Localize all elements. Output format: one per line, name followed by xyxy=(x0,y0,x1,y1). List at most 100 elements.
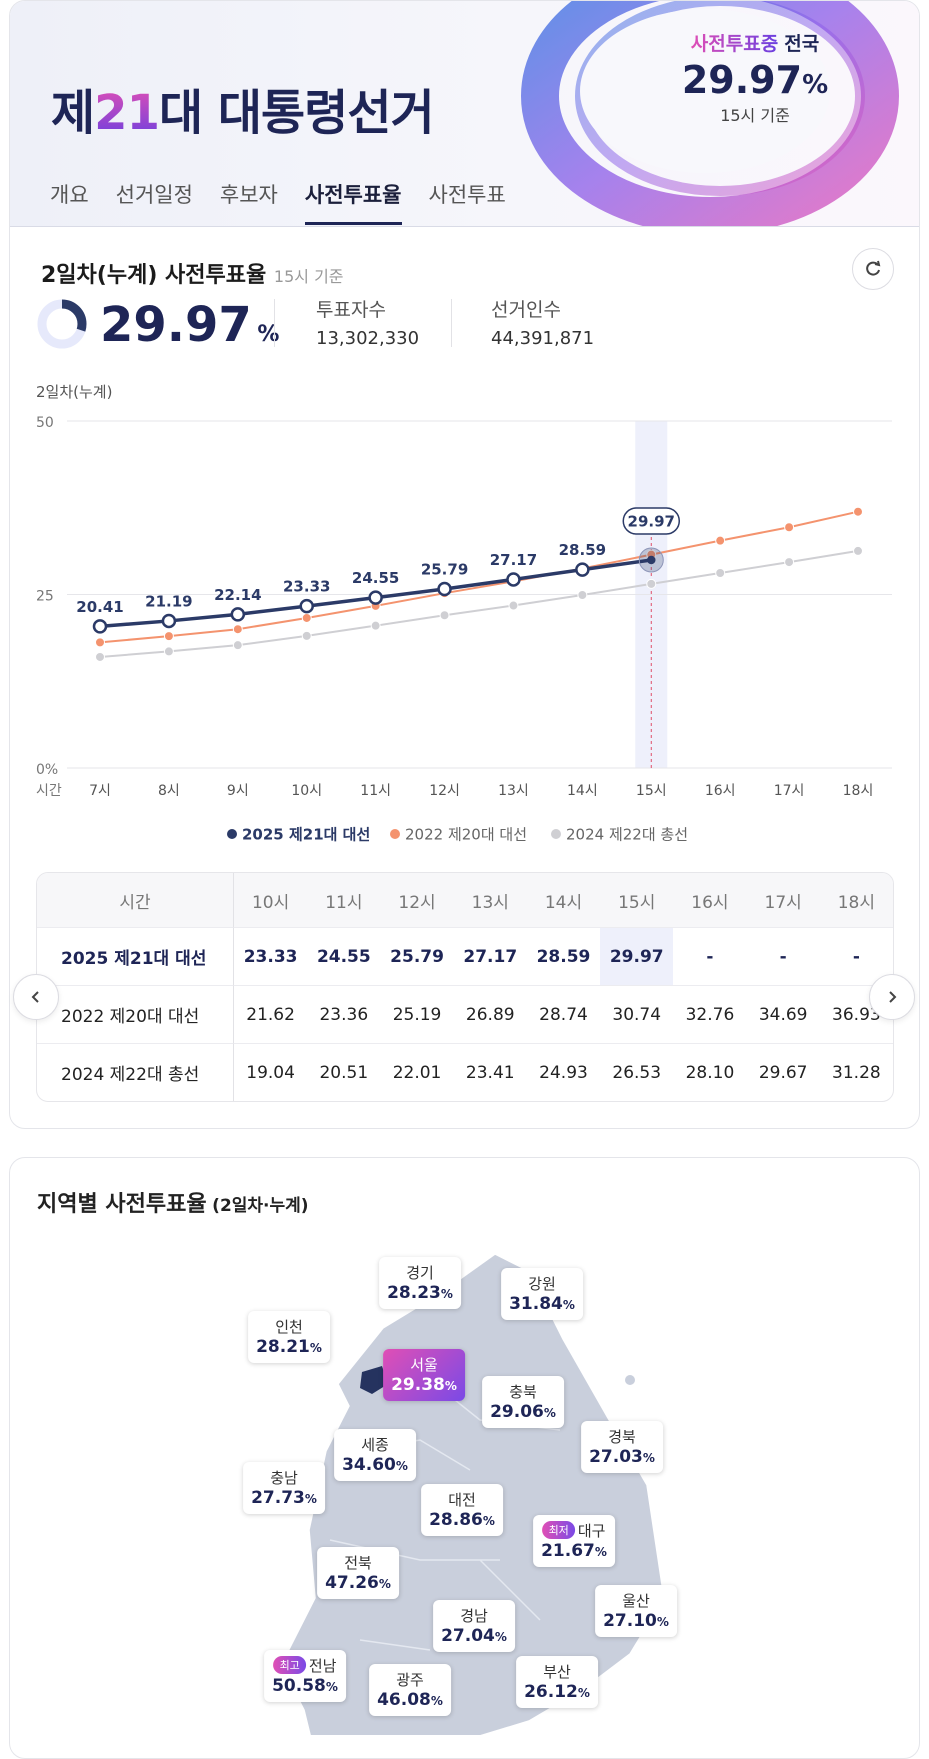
region-label[interactable]: 충북 29.06% xyxy=(482,1376,564,1428)
region-label[interactable]: 인천 28.21% xyxy=(248,1311,330,1363)
region-rate: 27.04 xyxy=(441,1626,495,1646)
status-label: 사전투표중 xyxy=(690,33,779,55)
point xyxy=(301,612,312,623)
data-label: 23.33 xyxy=(283,578,330,596)
region-name: 울산 xyxy=(622,1592,650,1610)
region-label[interactable]: 울산 27.10% xyxy=(595,1585,677,1637)
table-cell: 27.17 xyxy=(453,927,527,985)
region-name-line: 경남 xyxy=(441,1605,507,1626)
table-cell: 28.10 xyxy=(673,1043,747,1101)
region-name-line: 경북 xyxy=(589,1426,655,1447)
region-name-line: 부산 xyxy=(524,1661,590,1682)
table-cell: 22.01 xyxy=(380,1043,454,1101)
region-label[interactable]: 경기 28.23% xyxy=(379,1257,461,1309)
table-cell: 25.19 xyxy=(380,985,454,1043)
point xyxy=(853,506,863,517)
region-label[interactable]: 최저 대구 21.67% xyxy=(533,1515,615,1567)
region-name-line: 최저 대구 xyxy=(541,1520,607,1541)
electorate-value: 44,391,871 xyxy=(491,328,595,349)
region-name: 충북 xyxy=(509,1383,537,1401)
x-tick-label: 15시 xyxy=(636,783,667,799)
table-cell: 32.76 xyxy=(673,985,747,1043)
region-label[interactable]: 강원 31.84% xyxy=(501,1268,583,1320)
table-column-header: 11시 xyxy=(307,873,381,927)
region-rate: 46.08 xyxy=(377,1690,431,1710)
point xyxy=(439,610,450,621)
point xyxy=(368,590,383,605)
table-row-name: 2022 제20대 대선 xyxy=(37,985,234,1043)
unit: % xyxy=(577,1686,590,1700)
point xyxy=(92,619,108,634)
region-name: 세종 xyxy=(361,1436,389,1454)
table-row-name: 2024 제22대 총선 xyxy=(37,1043,234,1101)
unit: % xyxy=(656,1615,669,1629)
region-label[interactable]: 세종 34.60% xyxy=(334,1429,416,1481)
unit: % xyxy=(325,1680,338,1694)
table-row-name: 2025 제21대 대선 xyxy=(37,927,234,985)
region-name: 전남 xyxy=(308,1657,337,1675)
national-rate: 사전투표중 전국 29.97% 15시 기준 xyxy=(650,29,860,126)
data-label: 24.55 xyxy=(352,569,399,587)
x-axis-title: 시간 xyxy=(36,783,62,799)
unit: % xyxy=(543,1406,556,1420)
region-label[interactable]: 전북 47.26% xyxy=(317,1547,399,1599)
table-column-header: 15시 xyxy=(600,873,674,927)
refresh-button[interactable] xyxy=(852,248,894,290)
tab[interactable]: 개요 xyxy=(50,183,89,207)
region-label[interactable]: 부산 26.12% xyxy=(516,1656,598,1708)
table-cell: 25.79 xyxy=(380,927,454,985)
national-rate-value: 29.97 xyxy=(681,58,803,102)
region-label[interactable]: 경북 27.03% xyxy=(581,1421,663,1473)
x-tick-label: 12시 xyxy=(429,783,460,799)
point xyxy=(508,600,519,611)
map-title: 지역별 사전투표율 xyxy=(37,1192,207,1217)
voters-label: 투표자수 xyxy=(316,299,386,321)
region-label[interactable]: 충남 27.73% xyxy=(243,1462,325,1514)
point xyxy=(784,557,795,568)
y-tick-label: 0% xyxy=(36,762,58,778)
next-button[interactable] xyxy=(869,974,915,1020)
tab[interactable]: 사전투표 xyxy=(428,183,506,207)
tab[interactable]: 선거일정 xyxy=(115,183,193,207)
tab[interactable]: 후보자 xyxy=(219,183,278,207)
data-label: 22.14 xyxy=(214,586,261,604)
region-name: 인천 xyxy=(275,1318,303,1336)
point xyxy=(301,630,312,641)
x-tick-label: 17시 xyxy=(774,783,805,799)
point xyxy=(299,598,314,614)
unit: % xyxy=(395,1459,408,1473)
prev-button[interactable] xyxy=(13,974,59,1020)
data-label: 29.97 xyxy=(628,513,675,531)
point xyxy=(853,545,863,556)
region-rate: 50.58 xyxy=(272,1676,326,1696)
region-name-line: 울산 xyxy=(603,1590,669,1611)
region-name-line: 강원 xyxy=(509,1273,575,1294)
region-label[interactable]: 대전 28.86% xyxy=(421,1484,503,1536)
section-title-text: 2일차(누계) 사전투표율 xyxy=(41,263,267,288)
region-name-line: 서울 xyxy=(391,1354,457,1375)
data-label: 28.59 xyxy=(559,541,606,559)
region-rate: 29.38 xyxy=(391,1375,445,1395)
x-tick-label: 14시 xyxy=(567,783,598,799)
region-label[interactable]: 경남 27.04% xyxy=(433,1600,515,1652)
table-cell: - xyxy=(746,927,820,985)
point xyxy=(784,522,795,533)
turnout-chart: 2일차(누계) 0% 25 50 시간 7시 8시 9시 10시 11시 12시 13시 14시 15시 1… xyxy=(36,383,892,844)
region-label[interactable]: 광주 46.08% xyxy=(369,1664,451,1716)
tab[interactable]: 사전투표율 xyxy=(304,179,402,225)
region-label[interactable]: 최고 전남 50.58% xyxy=(264,1650,346,1702)
divider xyxy=(451,299,452,347)
table-cell: 29.97 xyxy=(600,927,674,985)
region-badge: 최저 xyxy=(542,1521,575,1539)
unit: % xyxy=(378,1577,391,1591)
region-label[interactable]: 서울 29.38% xyxy=(383,1349,465,1401)
region-rate: 29.06 xyxy=(490,1402,544,1422)
region-rate: 21.67 xyxy=(541,1541,595,1561)
region-rate: 27.73 xyxy=(251,1488,305,1508)
turnout-table: 시간 10시 11시 12시 13시 14시 15시 16시 17시 18시 2025 제21대 대… xyxy=(36,872,894,1102)
legend-label: 2024 제22대 총선 xyxy=(566,826,688,844)
region-name: 경기 xyxy=(406,1264,434,1282)
x-tick-label: 16시 xyxy=(705,783,736,799)
